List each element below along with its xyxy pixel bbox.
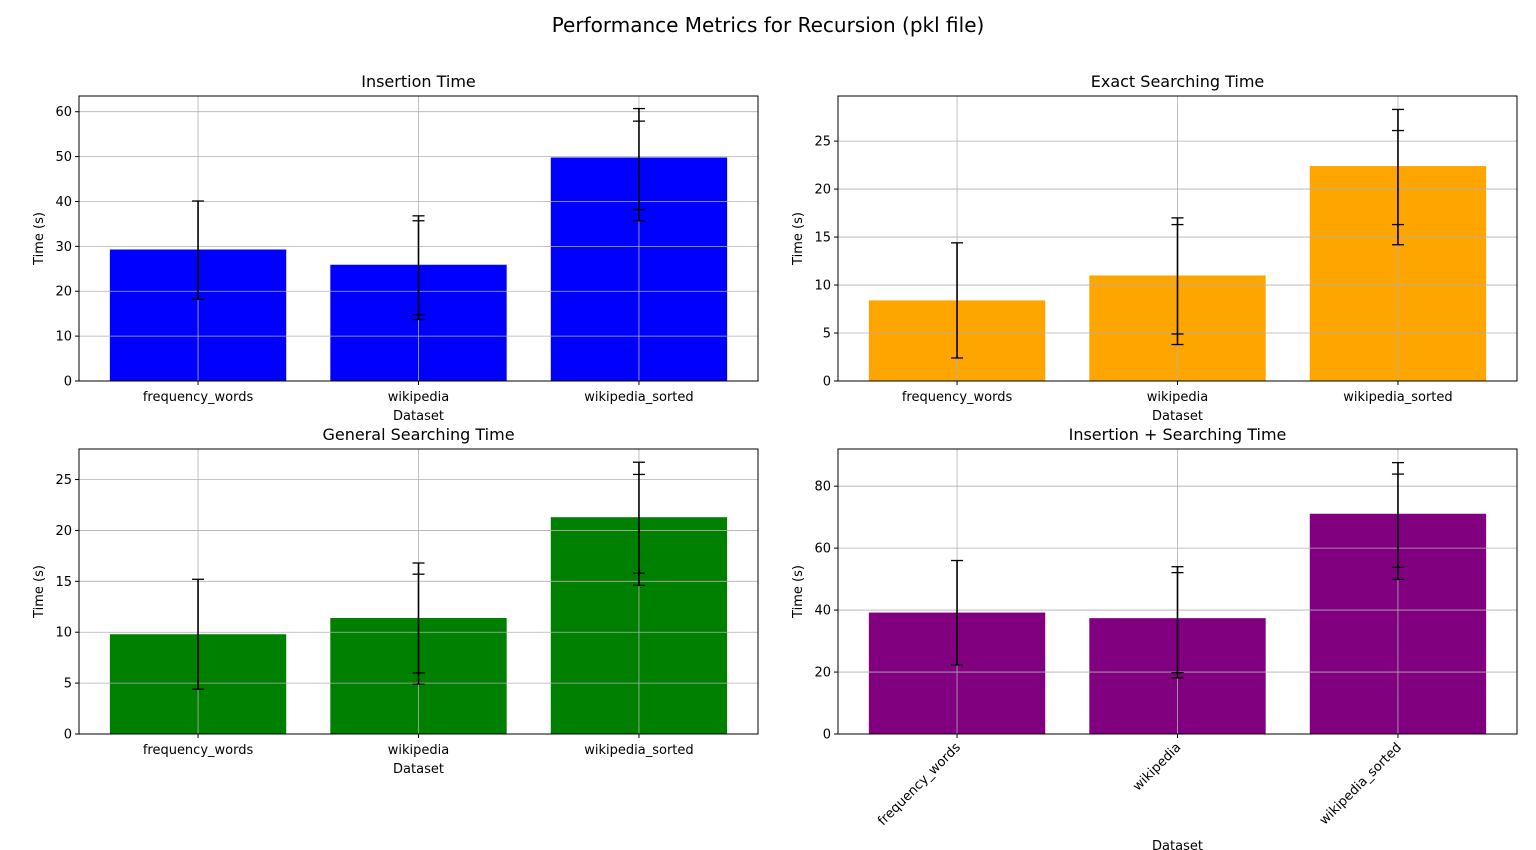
y-tick-label: 15 [814,231,831,246]
y-tick-label: 20 [814,666,831,681]
y-tick-label: 20 [55,285,72,300]
y-tick-label: 0 [64,728,72,743]
x-tick-label: wikipedia_sorted [1343,390,1452,405]
subplot-title: Exact Searching Time [1091,72,1265,91]
figure-suptitle: Performance Metrics for Recursion (pkl f… [551,13,985,37]
y-axis-label: Time (s) [32,565,47,619]
x-axis-label: Dataset [1152,409,1203,424]
x-tick-label: wikipedia [1147,390,1208,405]
y-tick-label: 50 [55,150,72,165]
y-tick-label: 10 [814,279,831,294]
y-tick-label: 15 [55,575,72,590]
subplot-3: 0 5 10 15 20 25 frequency_words wikipedia wikipe… [32,425,759,777]
y-tick-label: 5 [64,677,72,692]
x-tick-label: frequency_words [143,390,254,405]
y-tick-label: 60 [55,105,72,120]
y-tick-label: 20 [55,524,72,539]
y-tick-label: 40 [55,195,72,210]
subplot-2: 0 5 10 15 20 25 frequency_words wikipedia wikipe… [791,72,1518,424]
y-axis-label: Time (s) [791,212,806,266]
x-tick-label: frequency_words [875,740,964,829]
y-tick-label: 60 [814,542,831,557]
subplot-4: 0 20 40 60 80 frequency_words wikipedia wikiped… [791,425,1518,850]
x-tick-label: wikipedia [388,743,449,758]
x-tick-label: frequency_words [902,390,1013,405]
y-tick-label: 10 [55,330,72,345]
x-tick-label: wikipedia_sorted [584,743,693,758]
y-tick-label: 80 [814,480,831,495]
y-tick-label: 0 [64,375,72,390]
y-tick-label: 10 [55,626,72,641]
x-tick-label: wikipedia_sorted [584,390,693,405]
subplot-1: 0 10 20 30 40 50 60 frequency_words wikipedia wik… [32,72,759,424]
x-tick-label: wikipedia_sorted [1317,740,1405,828]
x-tick-label: wikipedia [1130,740,1184,794]
x-axis-label: Dataset [393,762,444,777]
x-axis-label: Dataset [393,409,444,424]
y-tick-label: 0 [823,375,831,390]
subplot-title: General Searching Time [322,425,514,444]
x-tick-label: frequency_words [143,743,254,758]
y-tick-label: 40 [814,604,831,619]
y-tick-label: 5 [823,327,831,342]
y-axis-label: Time (s) [791,565,806,619]
y-tick-label: 25 [814,135,831,150]
subplot-title: Insertion + Searching Time [1069,425,1287,444]
y-tick-label: 30 [55,240,72,255]
y-tick-label: 25 [55,473,72,488]
x-tick-label: wikipedia [388,390,449,405]
y-tick-label: 0 [823,728,831,743]
y-tick-label: 20 [814,183,831,198]
y-axis-label: Time (s) [32,212,47,266]
x-axis-label: Dataset [1152,839,1203,850]
subplot-title: Insertion Time [361,72,476,91]
